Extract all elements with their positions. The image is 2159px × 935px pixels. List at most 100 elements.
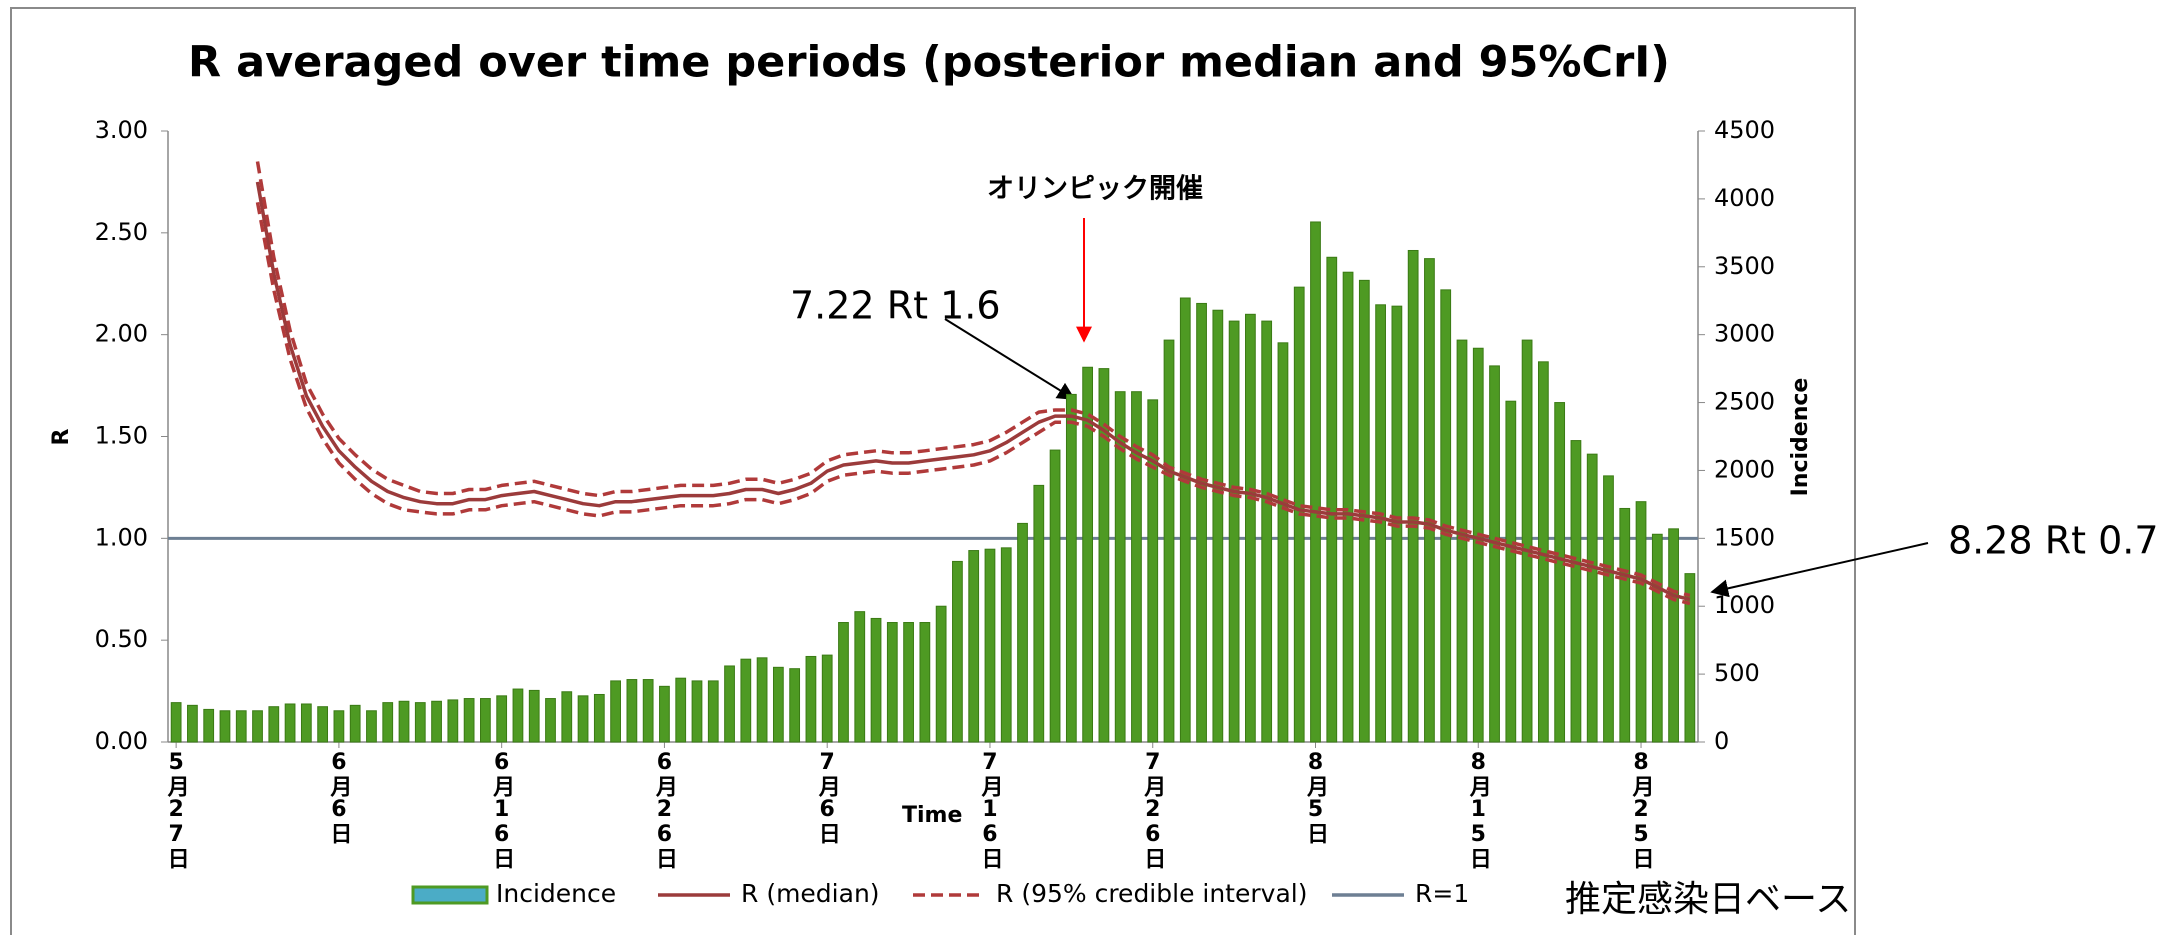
y2-tick-label: 0: [1714, 727, 1729, 755]
annotation-arrow: [944, 318, 1076, 400]
bar: [1570, 440, 1582, 743]
bar: [1326, 256, 1338, 743]
bar: [740, 658, 752, 743]
bar: [463, 698, 475, 743]
bar: [1684, 573, 1696, 743]
interval-upper: [255, 161, 1691, 598]
bar: [935, 605, 947, 743]
chart-frame: [10, 7, 1856, 935]
bar: [431, 700, 442, 743]
bar: [610, 680, 621, 743]
bar: [691, 680, 703, 743]
bar: [805, 655, 817, 743]
bar: [1489, 365, 1500, 743]
bar: [1000, 547, 1012, 743]
bar: [1228, 320, 1240, 743]
bar: [886, 622, 898, 743]
bar: [1196, 302, 1207, 743]
bar: [642, 679, 654, 743]
legend-label: R=1: [1415, 879, 1469, 908]
bar: [284, 703, 296, 743]
bar: [333, 710, 345, 743]
bar: [252, 710, 263, 743]
bar: [659, 685, 670, 743]
bar: [984, 548, 996, 743]
bar: [1147, 399, 1159, 743]
bar: [545, 698, 556, 743]
legend-label: R (median): [741, 879, 880, 908]
line: [255, 181, 1691, 602]
bar: [577, 695, 589, 743]
bar: [366, 710, 377, 743]
x-tick-label: 6月16日: [489, 750, 516, 869]
y2-tick-label: 500: [1714, 659, 1760, 687]
x-tick-label: 8月5日: [1303, 750, 1330, 844]
bar: [1098, 368, 1110, 743]
y2-tick-label: 4500: [1714, 116, 1775, 144]
bar: [1472, 347, 1484, 743]
y-tick-label: 1.00: [95, 523, 148, 551]
y2-tick-label: 3500: [1714, 252, 1775, 280]
bar: [626, 679, 638, 743]
legend-swatch: [411, 885, 489, 905]
y-tick-label: 3.00: [95, 116, 148, 144]
bar: [512, 688, 524, 743]
bar: [1440, 289, 1452, 743]
bar: [170, 702, 182, 743]
bar: [1163, 339, 1175, 743]
y-tick-label: 0.00: [95, 727, 148, 755]
y2-tick-label: 2500: [1714, 388, 1775, 416]
x-tick-label: 8月25日: [1629, 750, 1656, 869]
bar: [1521, 339, 1533, 743]
bar: [1245, 313, 1256, 743]
y2-tick-label: 1500: [1714, 523, 1775, 551]
bar: [414, 702, 426, 743]
x-tick-label: 7月26日: [1140, 750, 1167, 869]
bar: [1342, 271, 1354, 743]
bar: [496, 695, 508, 743]
bar: [1017, 522, 1028, 743]
x-tick-label: 6月6日: [326, 750, 353, 844]
bar: [219, 710, 231, 743]
y2-tick-label: 4000: [1714, 184, 1775, 212]
bar: [1310, 221, 1321, 743]
x-tick-label: 5月27日: [164, 750, 191, 869]
bar: [398, 700, 410, 743]
bar: [968, 550, 980, 743]
bar: [838, 622, 849, 743]
interval-lower: [255, 201, 1691, 606]
bar: [317, 706, 329, 743]
bar: [1131, 391, 1142, 743]
x-tick-label: 7月6日: [815, 750, 842, 844]
bar: [349, 704, 361, 743]
bar: [235, 710, 247, 743]
bar: [1082, 366, 1094, 743]
bar: [480, 698, 491, 743]
bar: [1065, 393, 1077, 743]
bar: [1554, 402, 1566, 743]
bar: [1505, 400, 1517, 743]
bar: [1651, 533, 1663, 743]
y2-axis-title: Incidence: [1788, 378, 1813, 497]
bar: [528, 689, 540, 743]
y-tick-label: 2.50: [95, 218, 148, 246]
bar: [724, 665, 735, 743]
bar: [1424, 258, 1435, 743]
corner-note: 推定感染日ベース: [1565, 879, 1851, 920]
y2-tick-label: 3000: [1714, 320, 1775, 348]
bar: [300, 703, 312, 743]
bar: [789, 668, 801, 743]
bar: [561, 691, 573, 743]
bar: [1179, 297, 1191, 743]
bar: [772, 666, 784, 743]
bar: [821, 654, 833, 743]
bar: [593, 693, 605, 743]
bar: [1261, 320, 1273, 743]
bar: [1033, 484, 1045, 743]
bar: [203, 708, 215, 743]
x-axis-title: Time: [902, 803, 962, 828]
y-tick-label: 0.50: [95, 625, 148, 653]
bar: [675, 677, 687, 743]
bar: [1456, 339, 1468, 743]
